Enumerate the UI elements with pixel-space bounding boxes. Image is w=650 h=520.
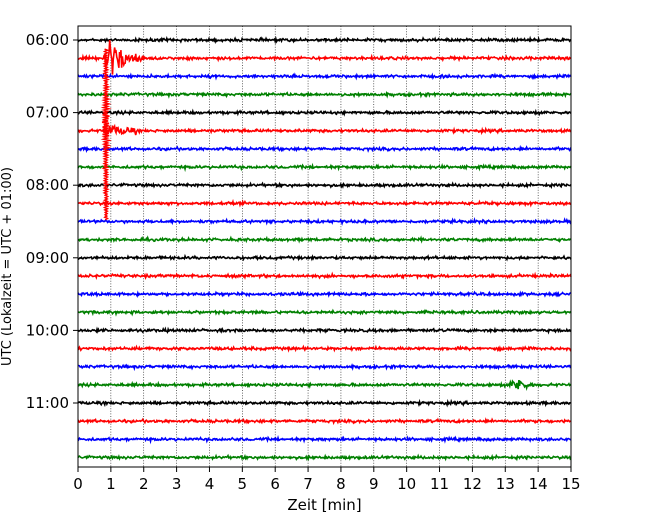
x-tick-label: 8 — [336, 475, 346, 493]
x-tick-label: 9 — [369, 475, 379, 493]
y-tick-label: 08:00 — [26, 176, 69, 194]
x-tick-label: 3 — [172, 475, 182, 493]
trace-1115 — [77, 417, 572, 426]
y-tick-label: 10:00 — [26, 321, 69, 339]
trace-0915 — [77, 271, 572, 281]
y-tick-label: 06:00 — [26, 31, 69, 49]
x-tick-label: 0 — [73, 475, 83, 493]
y-tick-label: 09:00 — [26, 249, 69, 267]
x-axis-label: Zeit [min] — [287, 496, 361, 514]
trace-0700 — [77, 108, 572, 117]
grid-lines — [110, 26, 539, 467]
y-axis-ticks: 06:00 07:00 08:00 09:00 10:00 11:00 — [26, 31, 78, 412]
x-tick-label: 10 — [397, 475, 416, 493]
trace-0830 — [77, 217, 572, 226]
x-tick-label: 12 — [463, 475, 482, 493]
trace-0615 — [77, 39, 572, 75]
x-tick-label: 4 — [205, 475, 215, 493]
trace-0645 — [77, 90, 572, 99]
trace-1000 — [77, 326, 572, 335]
plot-frame — [77, 25, 572, 468]
trace-0715 — [77, 123, 572, 137]
y-axis-label: UTC (Lokalzeit = UTC + 01:00) — [0, 167, 15, 366]
x-tick-label: 7 — [303, 475, 313, 493]
trace-1045 — [77, 379, 572, 391]
trace-1130 — [77, 434, 572, 445]
earthquake-signal — [100, 48, 112, 221]
trace-0900 — [77, 253, 572, 262]
trace-0815 — [77, 198, 572, 208]
trace-0800 — [77, 181, 572, 190]
trace-1100 — [77, 398, 572, 408]
trace-1145 — [77, 453, 572, 462]
trace-1030 — [77, 362, 572, 372]
x-axis-ticks: 0 1 2 3 4 5 6 7 8 9 10 11 12 13 14 15 — [73, 467, 581, 493]
x-tick-label: 11 — [430, 475, 449, 493]
x-tick-label: 6 — [270, 475, 280, 493]
y-tick-label: 11:00 — [26, 394, 69, 412]
y-tick-label: 07:00 — [26, 104, 69, 122]
trace-group — [77, 35, 572, 462]
trace-0845 — [77, 235, 572, 244]
trace-0930 — [77, 290, 572, 299]
x-tick-label: 15 — [561, 475, 580, 493]
x-tick-label: 2 — [139, 475, 149, 493]
x-tick-label: 5 — [238, 475, 248, 493]
trace-0600 — [77, 35, 572, 45]
trace-0745 — [77, 162, 572, 173]
trace-0945 — [77, 308, 572, 317]
trace-0730 — [77, 144, 572, 154]
trace-1015 — [77, 344, 572, 353]
x-tick-label: 1 — [106, 475, 116, 493]
trace-0630 — [77, 72, 572, 81]
x-tick-label: 13 — [496, 475, 515, 493]
x-tick-label: 14 — [529, 475, 548, 493]
